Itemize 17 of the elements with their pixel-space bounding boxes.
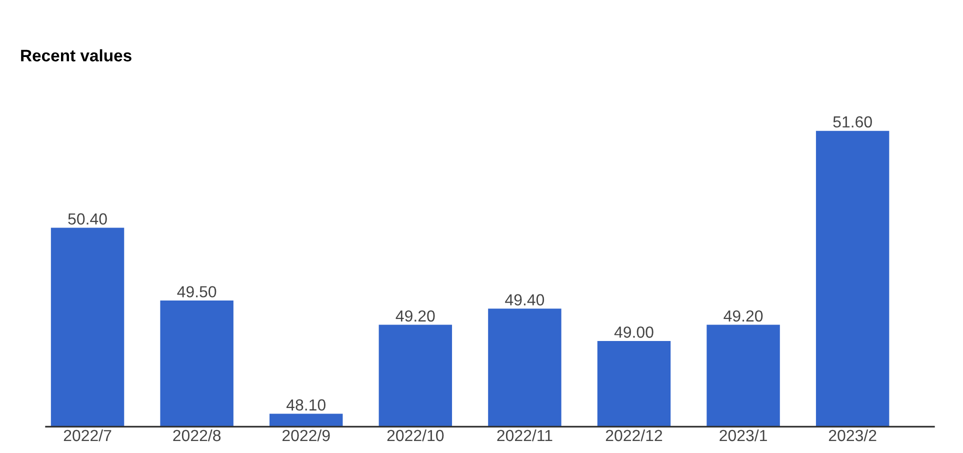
data-label: 49.50 xyxy=(177,286,216,298)
data-label: 49.20 xyxy=(396,310,435,322)
data-label: 49.00 xyxy=(614,326,654,338)
data-label: 49.20 xyxy=(724,310,763,322)
x-tick-label: 2022/11 xyxy=(497,429,552,442)
data-label: 51.60 xyxy=(833,116,872,128)
data-label: 49.40 xyxy=(505,294,544,306)
data-label: 48.10 xyxy=(286,399,326,411)
x-tick-label: 2022/7 xyxy=(64,429,112,442)
x-tick-label: 2022/10 xyxy=(387,429,444,442)
x-tick-label: 2023/2 xyxy=(828,429,876,442)
chart-title: Recent values xyxy=(21,49,132,62)
x-tick-label: 2022/8 xyxy=(173,429,221,442)
x-tick-label: 2023/1 xyxy=(720,429,767,442)
x-tick-label: 2022/9 xyxy=(282,429,330,442)
x-tick-label: 2022/12 xyxy=(606,429,662,442)
data-label: 50.40 xyxy=(68,213,107,225)
